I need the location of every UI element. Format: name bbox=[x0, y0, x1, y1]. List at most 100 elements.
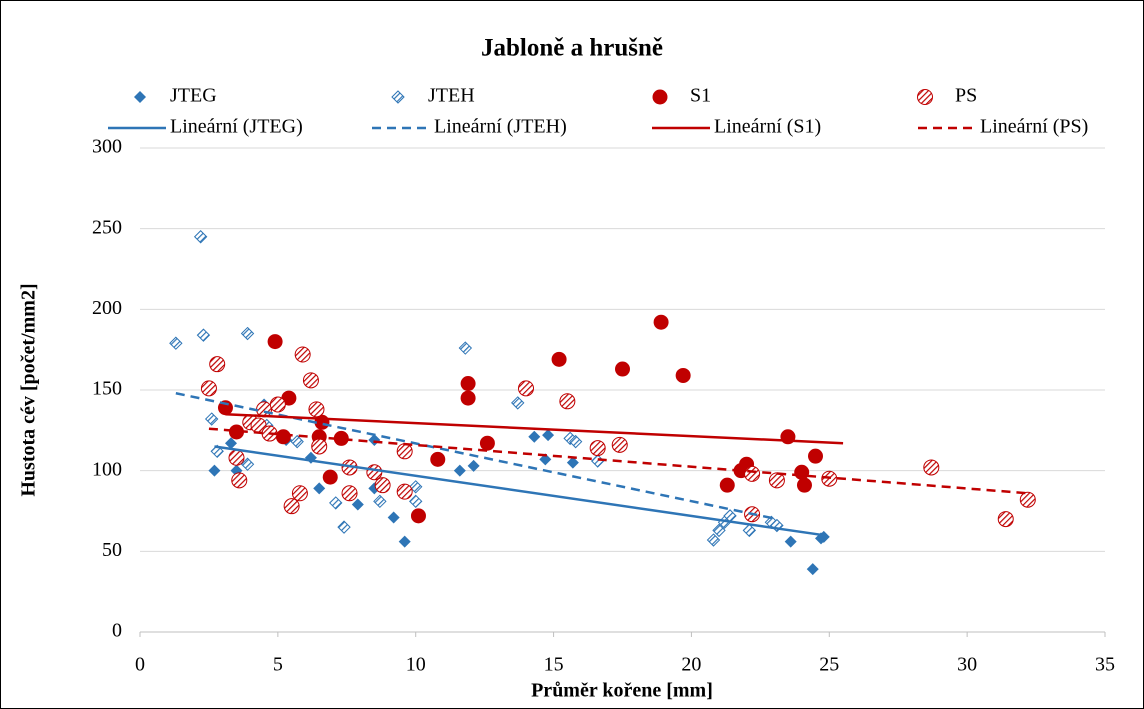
point bbox=[373, 494, 387, 509]
point bbox=[511, 396, 525, 410]
legend-label: Lineární (JTEG) bbox=[170, 116, 303, 138]
y-tick-label: 250 bbox=[92, 216, 122, 238]
trend-line bbox=[225, 412, 844, 445]
chart-title: Jabloně a hrušně bbox=[481, 35, 663, 62]
point bbox=[528, 430, 541, 443]
point bbox=[228, 449, 245, 466]
trend-line bbox=[214, 445, 824, 537]
legend-marker bbox=[652, 89, 668, 105]
point bbox=[653, 314, 669, 330]
y-tick-label: 300 bbox=[92, 136, 122, 158]
point bbox=[294, 346, 311, 363]
point bbox=[675, 367, 691, 383]
legend-label: S1 bbox=[690, 85, 711, 107]
legend-label: Lineární (PS) bbox=[980, 116, 1088, 138]
point bbox=[742, 523, 757, 538]
x-tick-label: 10 bbox=[406, 654, 426, 676]
point bbox=[204, 412, 219, 426]
point bbox=[169, 336, 183, 350]
point bbox=[313, 482, 326, 495]
point bbox=[794, 464, 810, 480]
point bbox=[351, 498, 364, 511]
x-tick-label: 0 bbox=[135, 654, 145, 676]
point bbox=[923, 459, 940, 476]
point bbox=[208, 464, 221, 477]
point bbox=[453, 464, 466, 477]
y-tick-label: 50 bbox=[102, 539, 122, 561]
point bbox=[808, 448, 823, 464]
point bbox=[396, 483, 413, 500]
point bbox=[460, 376, 476, 392]
point bbox=[240, 326, 255, 341]
point bbox=[209, 356, 226, 373]
point bbox=[329, 496, 343, 510]
point bbox=[200, 380, 217, 397]
x-tick-label: 20 bbox=[681, 654, 701, 676]
point bbox=[283, 498, 300, 515]
point bbox=[542, 429, 555, 442]
point bbox=[267, 334, 283, 350]
legend-marker bbox=[917, 89, 933, 105]
point bbox=[784, 535, 797, 548]
point bbox=[611, 436, 628, 453]
point bbox=[398, 535, 411, 548]
point bbox=[275, 429, 291, 445]
point bbox=[997, 511, 1014, 528]
point bbox=[568, 434, 583, 449]
y-tick-label: 150 bbox=[92, 378, 122, 400]
point bbox=[518, 380, 534, 397]
y-tick-label: 200 bbox=[92, 297, 122, 319]
point bbox=[615, 361, 630, 377]
point bbox=[467, 459, 480, 472]
legend-label: JTEG bbox=[170, 85, 217, 107]
legend-marker bbox=[134, 91, 146, 103]
point bbox=[589, 440, 606, 457]
point bbox=[566, 456, 579, 469]
point bbox=[374, 477, 391, 494]
legend-label: Lineární (JTEH) bbox=[434, 116, 567, 138]
x-tick-label: 25 bbox=[819, 654, 839, 676]
legend-label: JTEH bbox=[428, 85, 475, 107]
point bbox=[337, 520, 351, 534]
point bbox=[341, 485, 358, 502]
point bbox=[409, 480, 423, 494]
point bbox=[231, 472, 248, 489]
legend-label: Lineární (S1) bbox=[714, 116, 821, 138]
point bbox=[240, 457, 255, 471]
point bbox=[460, 390, 476, 406]
x-tick-label: 5 bbox=[273, 654, 283, 676]
point bbox=[366, 464, 383, 481]
point bbox=[458, 341, 473, 355]
point bbox=[712, 523, 726, 538]
trend-line bbox=[175, 392, 778, 521]
y-axis-label: Hustota cév [počet/mm2] bbox=[18, 283, 40, 496]
point bbox=[430, 451, 446, 467]
point bbox=[479, 435, 495, 451]
point bbox=[706, 533, 721, 547]
point bbox=[291, 485, 308, 502]
point bbox=[410, 508, 426, 524]
x-tick-label: 15 bbox=[544, 654, 564, 676]
point bbox=[224, 437, 237, 450]
x-tick-label: 35 bbox=[1095, 654, 1115, 676]
point bbox=[196, 328, 211, 342]
legend-label: PS bbox=[955, 85, 977, 107]
point bbox=[311, 438, 328, 455]
point bbox=[539, 453, 552, 466]
point bbox=[409, 494, 423, 509]
legend-marker bbox=[391, 90, 405, 104]
point bbox=[193, 230, 208, 244]
trend-line bbox=[208, 427, 1028, 495]
point bbox=[559, 393, 576, 410]
point bbox=[744, 465, 761, 482]
point bbox=[551, 351, 567, 367]
point bbox=[806, 563, 819, 576]
point bbox=[229, 424, 244, 440]
point bbox=[396, 443, 413, 460]
point bbox=[387, 511, 400, 524]
point bbox=[302, 372, 319, 389]
point bbox=[322, 469, 338, 485]
y-tick-label: 0 bbox=[112, 620, 122, 642]
